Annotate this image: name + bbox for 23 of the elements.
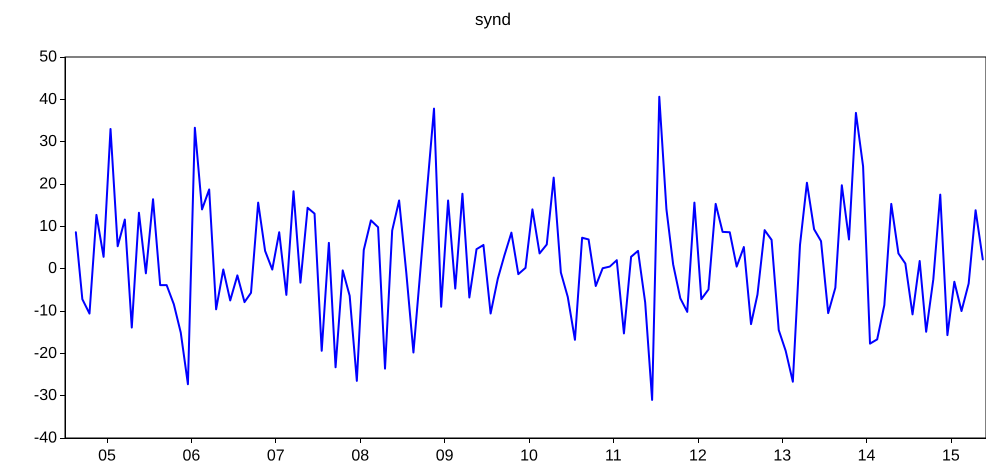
- x-tick-label: 08: [351, 448, 370, 464]
- x-tick-label: 14: [858, 448, 876, 464]
- y-tick-label: 20: [39, 176, 58, 192]
- line-series: [74, 96, 984, 401]
- x-tick-label: 12: [688, 448, 707, 464]
- x-tick-label: 11: [605, 448, 622, 464]
- y-tick-label: -20: [34, 344, 58, 362]
- x-tick-label: 13: [773, 448, 792, 464]
- x-tick-label: 10: [520, 448, 538, 464]
- chart-title: synd: [475, 10, 511, 29]
- y-tick-label: 40: [39, 90, 58, 108]
- y-tick-label: -40: [34, 430, 58, 446]
- x-tick-label: 15: [942, 448, 960, 464]
- y-tick-label: 10: [39, 218, 58, 235]
- x-tick-label: 05: [98, 448, 116, 464]
- y-tick-label: 0: [48, 260, 58, 278]
- y-tick-label: 30: [39, 133, 58, 150]
- y-tick-label: -30: [34, 387, 58, 404]
- x-tick-label: 07: [266, 448, 285, 464]
- y-tick-label: -10: [34, 302, 58, 320]
- x-tick-label: 09: [436, 448, 454, 464]
- y-tick-label: 50: [39, 48, 58, 66]
- x-tick-label: 06: [182, 448, 200, 464]
